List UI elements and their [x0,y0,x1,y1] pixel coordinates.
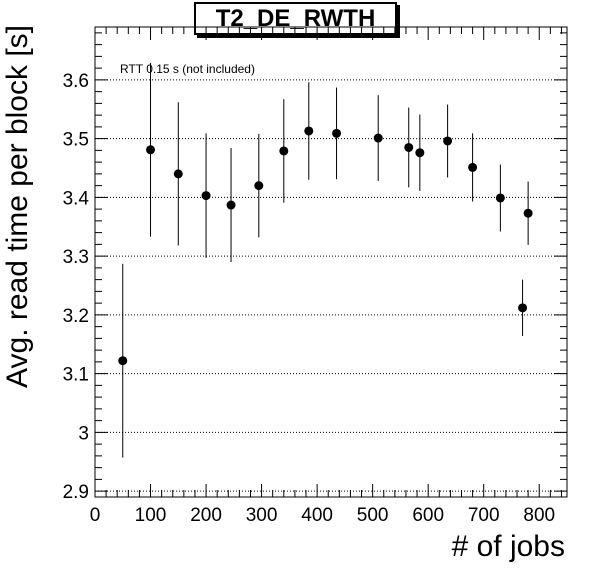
data-point [404,142,414,152]
data-points [118,126,533,366]
data-point [173,169,183,179]
data-point [443,136,453,146]
x-tick-label: 100 [135,505,167,526]
data-point [201,191,211,201]
x-tick-label: 700 [468,505,500,526]
data-point [468,162,478,172]
y-tick-label: 3.5 [63,130,89,151]
data-point [332,128,342,138]
y-axis-label: Avg. read time per block [s] [1,25,34,388]
x-tick-label: 300 [246,505,278,526]
x-tick-label: 200 [190,505,222,526]
data-point [279,146,289,156]
data-point [304,126,314,136]
rtt-annotation: RTT 0.15 s (not included) [120,62,255,76]
y-tick-label: 2.9 [63,482,89,503]
error-bars [122,62,529,458]
x-axis-label: # of jobs [452,530,565,563]
y-tick-label: 3.3 [63,247,89,268]
data-point [118,356,128,366]
data-point [226,200,236,210]
data-point [523,208,533,218]
plot-frame [94,26,568,498]
y-tick-labels: 2.9 3 3.1 3.2 3.3 3.4 3.5 3.6 [63,71,90,503]
data-point [518,303,528,313]
x-tick-label: 400 [301,505,333,526]
x-tick-labels: 0 100 200 300 400 500 600 700 800 [90,505,555,526]
x-tick-label: 0 [90,505,101,526]
y-tick-label: 3 [78,423,89,444]
data-point [415,148,425,158]
data-point [254,181,264,191]
axis-ticks [94,27,567,497]
x-tick-label: 500 [357,505,389,526]
x-tick-label: 600 [412,505,444,526]
y-tick-label: 3.4 [63,188,90,209]
y-tick-label: 3.2 [63,306,89,327]
y-tick-label: 3.1 [63,365,89,386]
data-point [495,193,505,203]
x-tick-label: 800 [523,505,555,526]
data-point [373,133,383,143]
data-point [146,145,156,155]
y-tick-label: 3.6 [63,71,89,92]
grid-lines [95,79,567,492]
